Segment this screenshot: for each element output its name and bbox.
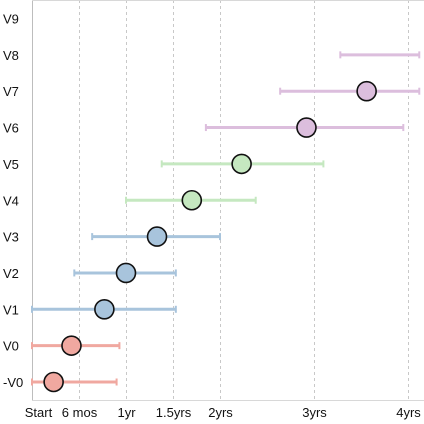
x-axis-labels: Start 6 mos 1yr 1.5yrs 2yrs 3yrs 4yrs — [25, 405, 422, 420]
median-dot — [356, 80, 377, 102]
median-dot — [296, 117, 317, 138]
data-marks — [31, 51, 421, 393]
median-dot — [43, 371, 64, 393]
x-tick-label: 1.5yrs — [156, 405, 192, 420]
x-tick-label: 1yr — [117, 405, 136, 420]
y-tick-label: V8 — [3, 48, 19, 63]
y-tick-label: V3 — [3, 230, 19, 245]
y-tick-label: V2 — [3, 266, 19, 281]
y-tick-label: V1 — [3, 302, 19, 317]
median-dot — [231, 153, 252, 175]
x-tick-label: 4yrs — [396, 405, 421, 420]
y-tick-label: V4 — [3, 193, 19, 208]
median-dot — [146, 226, 168, 247]
median-dot — [115, 262, 137, 284]
y-tick-label: V6 — [3, 121, 19, 136]
median-dot — [181, 189, 203, 211]
x-tick-label: 3yrs — [302, 405, 327, 420]
x-tick-label: 6 mos — [62, 405, 98, 420]
y-axis-labels: -V0 V0 V1 V2 V3 V4 V5 V6 V7 V8 V9 — [3, 12, 23, 391]
y-tick-label: -V0 — [3, 375, 23, 390]
y-tick-label: V9 — [3, 12, 19, 27]
y-tick-label: V0 — [3, 339, 19, 354]
median-dot — [94, 298, 115, 320]
x-tick-label: 2yrs — [208, 405, 233, 420]
median-dot — [61, 335, 82, 356]
y-tick-label: V7 — [3, 84, 19, 99]
y-tick-label: V5 — [3, 157, 19, 172]
x-tick-label: Start — [25, 405, 53, 420]
